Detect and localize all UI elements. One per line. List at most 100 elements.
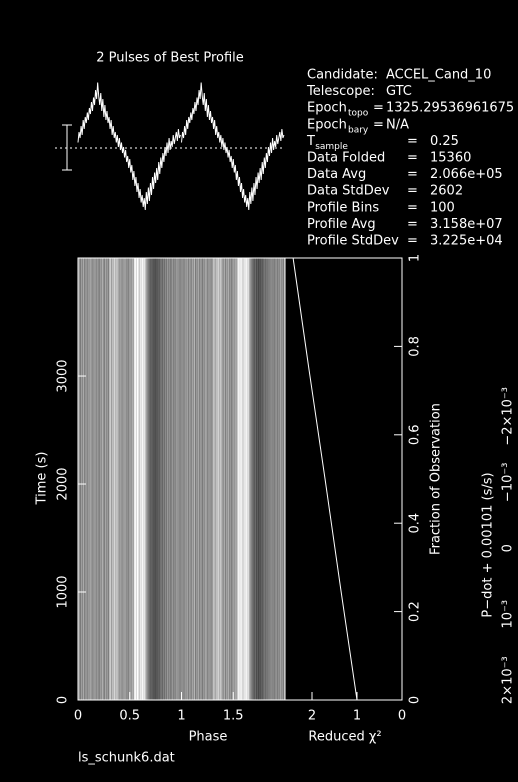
phase-column (209, 258, 211, 700)
phase-column (88, 258, 90, 700)
phase-column (192, 258, 195, 700)
phase-column (217, 258, 220, 700)
y-axis-label: Time (s) (35, 452, 50, 506)
phase-column (246, 258, 249, 700)
info-value: 0.25 (430, 134, 459, 149)
phase-column (156, 258, 158, 700)
phase-column (89, 258, 91, 700)
phase-column (200, 258, 202, 700)
phase-column (232, 258, 234, 700)
phase-column (238, 258, 240, 700)
phase-column (82, 258, 84, 700)
y-axis-label: Fraction of Observation (429, 403, 444, 555)
profile-title: 2 Pulses of Best Profile (96, 51, 244, 66)
phase-column (210, 258, 212, 700)
phase-column (178, 258, 180, 700)
phase-column (222, 258, 225, 700)
phase-column (194, 258, 197, 700)
y-tick-label: 0.4 (408, 513, 423, 534)
phase-column (129, 258, 132, 700)
phase-column (164, 258, 167, 700)
info-name: Epoch (307, 101, 347, 116)
profile-line (77, 82, 181, 211)
phase-column (239, 258, 241, 700)
phase-column (80, 258, 82, 700)
phase-column (177, 258, 179, 700)
phase-column (139, 258, 141, 700)
pdot-tick-label: 10⁻³ (501, 600, 516, 629)
phase-column (99, 258, 102, 700)
x-axis-label: Reduced χ² (308, 730, 381, 745)
phase-column (92, 258, 94, 700)
info-value: 15360 (430, 151, 471, 166)
x-tick-label: 0 (74, 709, 82, 724)
profile-error-bar (62, 124, 72, 171)
phase-column (258, 258, 260, 700)
phase-column (163, 258, 166, 700)
phase-column (262, 258, 264, 700)
phase-column (214, 258, 216, 700)
info-sep: = (407, 200, 418, 215)
phase-column (113, 258, 115, 700)
profile-line (181, 82, 285, 211)
x-tick-label: 1 (353, 709, 361, 724)
phase-column (240, 258, 242, 700)
phase-column (235, 258, 237, 700)
info-sep: = (407, 217, 418, 232)
x-axis-label: Phase (189, 730, 228, 745)
phase-column (108, 258, 110, 700)
info-sep: = (407, 134, 418, 149)
info-sub: bary (348, 125, 369, 135)
phase-column (187, 258, 190, 700)
phase-column (195, 258, 198, 700)
phase-column (97, 258, 99, 700)
phase-column (213, 258, 215, 700)
phase-column (86, 258, 88, 700)
phase-column (147, 258, 149, 700)
phase-column (153, 258, 155, 700)
phase-column (267, 258, 269, 700)
phase-column (160, 258, 163, 700)
phase-column (197, 258, 199, 700)
phase-column (159, 258, 162, 700)
phase-column (101, 258, 104, 700)
phase-column (151, 258, 153, 700)
phase-column (227, 258, 229, 700)
phase-column (208, 258, 210, 700)
phase-column (167, 258, 169, 700)
phase-column (233, 258, 235, 700)
phase-column (237, 258, 239, 700)
y-tick-label: 0.2 (408, 601, 423, 622)
info-name: Profile Bins (307, 200, 379, 215)
phase-column (250, 258, 253, 700)
phase-column (199, 258, 201, 700)
phase-column (134, 258, 137, 700)
phase-column (215, 258, 217, 700)
pdot-axis-label: P−dot + 0.00101 (s/s) (481, 472, 496, 617)
x-tick-label: 0.5 (119, 709, 140, 724)
phase-column (119, 258, 121, 700)
phase-column (184, 258, 186, 700)
phase-column (253, 258, 256, 700)
phase-column (186, 258, 189, 700)
info-sep: = (373, 101, 384, 116)
phase-column (282, 258, 285, 700)
y-tick-label: 0.8 (408, 336, 423, 357)
phase-column (157, 258, 160, 700)
phase-column (278, 258, 281, 700)
phase-column (230, 258, 232, 700)
info-name: Profile StdDev (307, 234, 399, 249)
phase-column (263, 258, 265, 700)
phase-column (223, 258, 226, 700)
phase-column (243, 258, 245, 700)
phase-column (201, 258, 203, 700)
phase-column (118, 258, 120, 700)
y-tick-label: 2000 (56, 467, 71, 500)
x-tick-label: 0 (398, 709, 406, 724)
phase-column (144, 258, 146, 700)
phase-column (126, 258, 128, 700)
info-value: 2602 (430, 184, 463, 199)
info-value: 3.225e+04 (430, 234, 503, 249)
